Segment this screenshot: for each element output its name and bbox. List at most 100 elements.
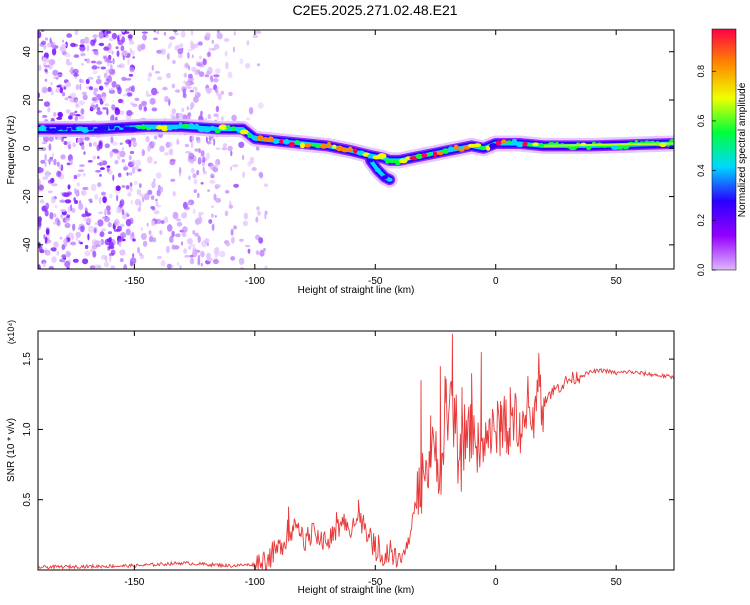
noise-speck — [43, 65, 51, 68]
noise-speck — [61, 92, 66, 97]
noise-speck — [74, 200, 79, 204]
noise-speck — [118, 241, 122, 248]
noise-speck — [255, 30, 262, 34]
noise-speck — [151, 107, 158, 112]
noise-speck — [205, 32, 211, 38]
x-tick-label: -100 — [245, 577, 265, 588]
noise-speck — [125, 78, 132, 81]
x-tick-label: -150 — [124, 577, 144, 588]
noise-speck — [73, 54, 80, 58]
noise-speck — [67, 184, 71, 190]
y-tick-label: 40 — [22, 46, 33, 58]
noise-speck — [116, 50, 120, 57]
noise-speck — [123, 50, 128, 57]
noise-speck — [43, 52, 49, 59]
noise-speck — [45, 202, 50, 210]
noise-speck — [55, 89, 60, 93]
noise-speck — [127, 58, 130, 66]
noise-speck — [73, 174, 78, 180]
noise-speck — [209, 180, 216, 184]
noise-speck — [132, 56, 136, 59]
x-tick-label: -100 — [245, 276, 265, 287]
noise-speck — [122, 238, 126, 242]
noise-speck — [204, 74, 210, 78]
noise-speck — [61, 254, 67, 259]
noise-speck — [251, 167, 257, 171]
ridge-blob — [40, 125, 46, 130]
noise-speck — [173, 245, 180, 250]
noise-speck — [155, 198, 158, 202]
noise-speck — [87, 160, 93, 163]
noise-speck — [188, 201, 192, 205]
noise-speck — [211, 223, 215, 231]
noise-speck — [129, 182, 133, 187]
noise-speck — [124, 31, 130, 34]
noise-speck — [214, 246, 220, 252]
noise-speck — [98, 211, 104, 215]
noise-speck — [77, 227, 82, 230]
noise-speck — [72, 68, 79, 75]
noise-speck — [176, 262, 180, 266]
noise-speck — [187, 52, 190, 59]
noise-speck — [90, 60, 97, 64]
ridge-blob — [463, 145, 471, 150]
noise-speck — [117, 98, 123, 104]
noise-speck — [248, 107, 254, 115]
spectrogram-plot-area — [38, 30, 674, 269]
colorbar-ticks: 0.0 0.2 0.4 0.6 0.8 — [696, 65, 716, 276]
ridge-blob — [385, 158, 390, 164]
noise-speck — [44, 170, 51, 178]
ridge-blob — [398, 158, 408, 164]
ridge-blob — [60, 126, 68, 131]
noise-speck — [99, 240, 102, 246]
noise-speck — [112, 57, 115, 65]
noise-speck — [137, 207, 142, 212]
x-tick-label: 50 — [611, 577, 623, 588]
noise-speck — [78, 240, 81, 244]
noise-speck — [56, 85, 62, 88]
ridge-tail-highlight — [543, 142, 674, 147]
noise-speck — [119, 110, 125, 115]
noise-speck — [56, 170, 62, 178]
noise-speck — [118, 33, 123, 38]
noise-speck — [145, 90, 149, 98]
noise-speck — [89, 104, 97, 111]
noise-speck — [217, 85, 220, 91]
noise-speck — [95, 244, 101, 248]
y-tick-label: -40 — [22, 237, 33, 252]
ridge-blob — [442, 148, 449, 155]
snr-panel: -150 -100 -50 0 50 0.5 1.0 1.5 Height of strai… — [6, 320, 675, 596]
noise-speck — [150, 195, 155, 201]
noise-speck — [187, 78, 193, 82]
noise-speck — [213, 113, 219, 117]
noise-speck — [111, 81, 117, 88]
noise-speck — [214, 161, 219, 169]
noise-speck — [141, 100, 147, 107]
noise-speck — [112, 174, 115, 181]
noise-speck — [166, 53, 170, 60]
noise-speck — [224, 189, 230, 194]
ridge-blob — [336, 145, 344, 152]
noise-speck — [63, 86, 67, 90]
noise-speck — [97, 219, 104, 227]
noise-speck — [110, 136, 114, 144]
noise-speck — [214, 215, 217, 218]
noise-speck — [109, 150, 114, 158]
noise-speck — [163, 31, 167, 36]
noise-speck — [70, 42, 76, 48]
snr-x-axis: -150 -100 -50 0 50 — [124, 331, 622, 588]
y-tick-label: 0 — [22, 145, 33, 151]
noise-speck — [188, 175, 191, 180]
noise-speck — [53, 213, 57, 218]
colorbar-tick-label: 0.8 — [696, 65, 706, 78]
noise-speck — [50, 247, 57, 252]
noise-speck — [116, 194, 119, 202]
noise-speck — [95, 170, 102, 173]
noise-speck — [109, 68, 116, 76]
noise-speck — [74, 187, 77, 194]
y-tick-label: 1.0 — [22, 422, 33, 436]
noise-speck — [70, 159, 73, 166]
noise-speck — [128, 73, 134, 77]
noise-speck — [42, 114, 48, 118]
noise-speck — [80, 52, 86, 57]
